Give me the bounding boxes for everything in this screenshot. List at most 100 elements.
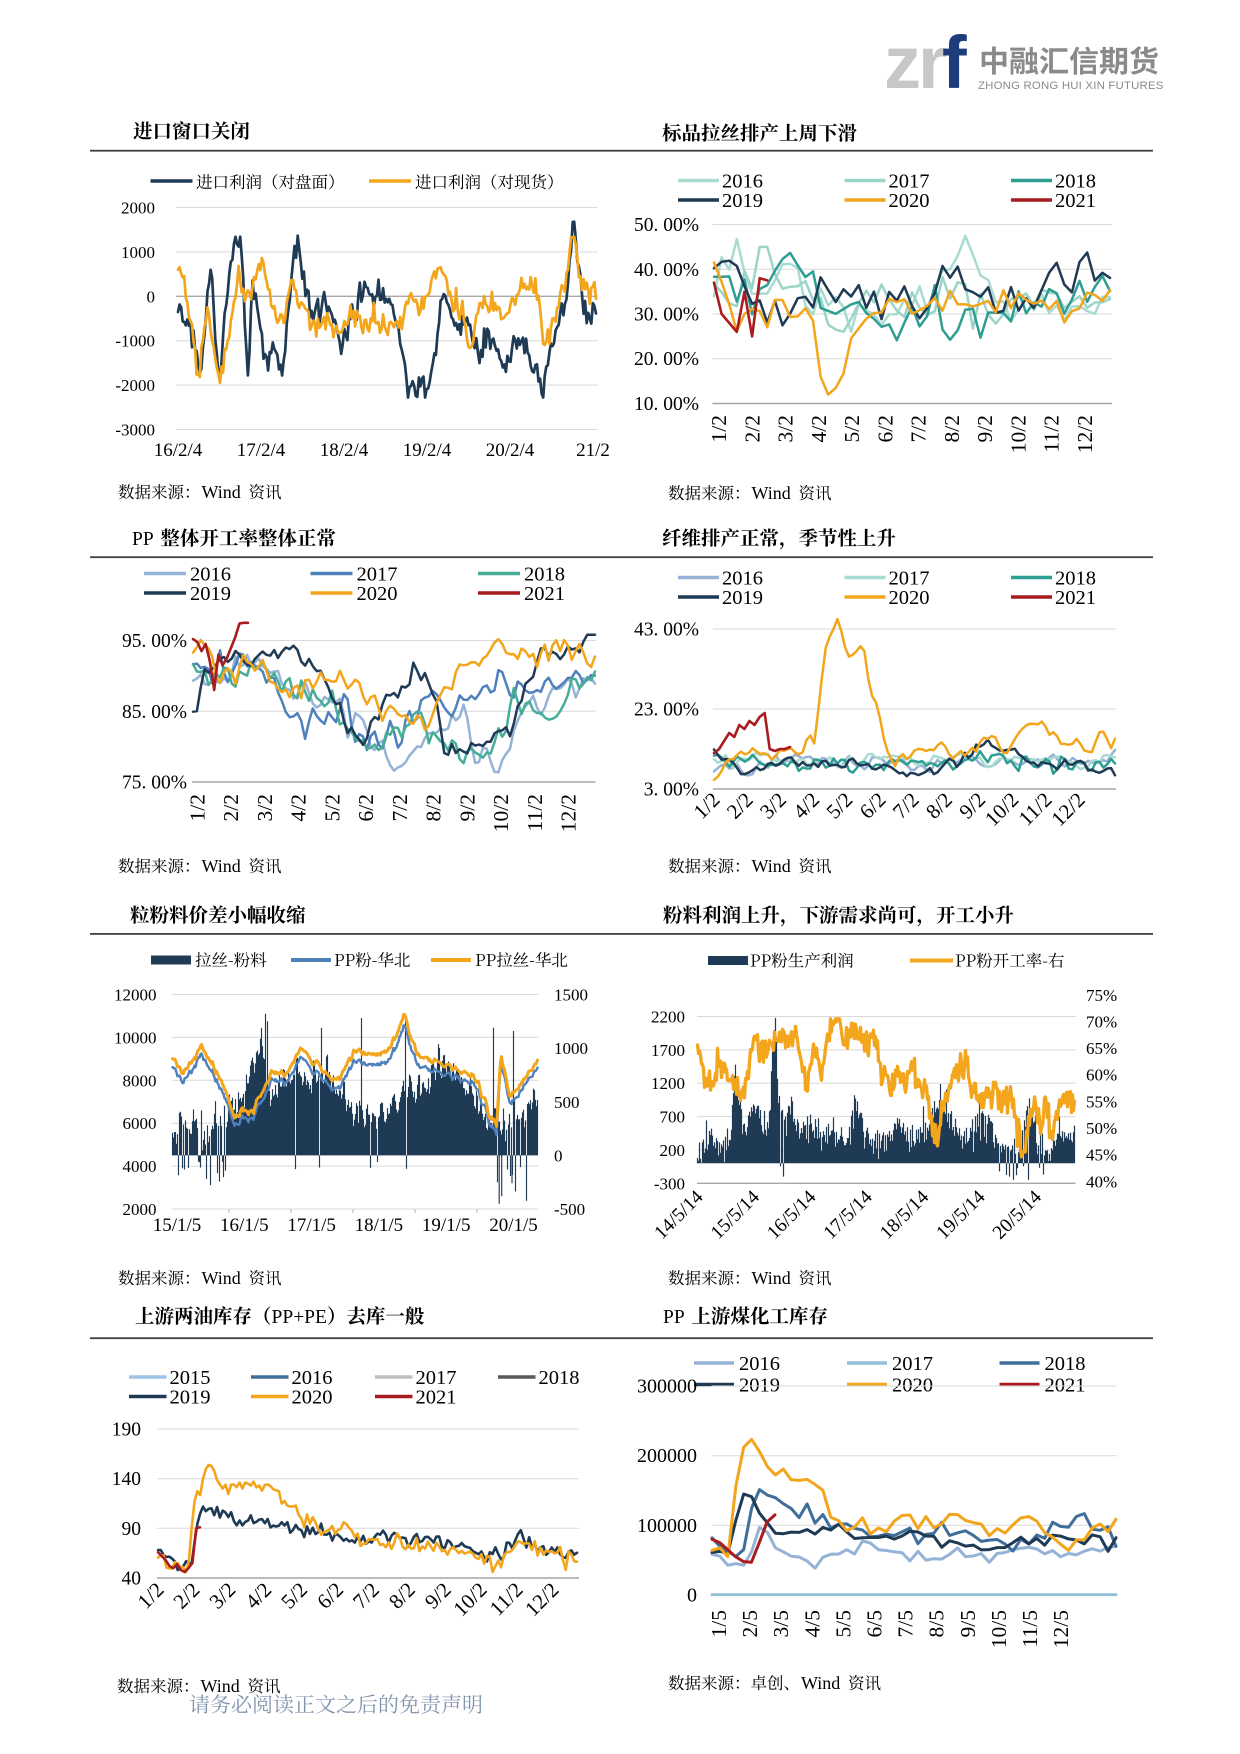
svg-text:2016: 2016 [739, 1353, 780, 1375]
svg-text:5/2: 5/2 [840, 415, 864, 442]
svg-text:2017: 2017 [889, 171, 930, 193]
svg-text:-500: -500 [554, 1200, 585, 1219]
svg-text:3/5: 3/5 [769, 1610, 793, 1637]
svg-text:85. 00%: 85. 00% [122, 702, 187, 723]
svg-text:2018: 2018 [524, 564, 565, 586]
svg-text:2021: 2021 [1055, 190, 1096, 212]
svg-text:200: 200 [660, 1141, 686, 1160]
svg-text:15/1/5: 15/1/5 [153, 1215, 202, 1236]
svg-text:3/2: 3/2 [253, 794, 277, 821]
svg-text:9/2: 9/2 [455, 794, 479, 821]
svg-text:12/2: 12/2 [1073, 415, 1097, 453]
svg-text:10000: 10000 [114, 1028, 157, 1047]
svg-text:2/2: 2/2 [740, 415, 764, 442]
svg-text:8000: 8000 [123, 1071, 157, 1090]
svg-text:Wind: Wind [752, 483, 791, 503]
svg-text:1200: 1200 [651, 1074, 685, 1093]
svg-text:1500: 1500 [554, 986, 588, 1005]
svg-text:2018: 2018 [1055, 568, 1096, 590]
svg-text:1000: 1000 [554, 1039, 588, 1058]
svg-text:5/2: 5/2 [321, 794, 345, 821]
svg-text:40: 40 [122, 1569, 142, 1590]
svg-text:7/2: 7/2 [388, 794, 412, 821]
svg-text:PP: PP [132, 529, 154, 550]
svg-text:2018: 2018 [539, 1367, 580, 1389]
svg-text:20. 00%: 20. 00% [634, 349, 699, 370]
svg-text:2018: 2018 [1045, 1353, 1086, 1375]
svg-text:12/2: 12/2 [557, 794, 581, 832]
svg-text:200000: 200000 [637, 1445, 697, 1467]
svg-text:19/1/5: 19/1/5 [422, 1215, 471, 1236]
svg-text:6000: 6000 [123, 1114, 157, 1133]
svg-text:95. 00%: 95. 00% [122, 631, 187, 652]
svg-text:8/5: 8/5 [925, 1610, 949, 1637]
svg-text:40. 00%: 40. 00% [634, 260, 699, 281]
svg-text:17/1/5: 17/1/5 [287, 1215, 336, 1236]
svg-text:4000: 4000 [123, 1157, 157, 1176]
svg-text:2017: 2017 [889, 568, 930, 590]
svg-text:1/5: 1/5 [707, 1610, 731, 1637]
svg-text:2/5: 2/5 [738, 1610, 762, 1637]
svg-text:6/5: 6/5 [863, 1610, 887, 1637]
svg-text:2200: 2200 [651, 1008, 685, 1027]
svg-text:7/5: 7/5 [894, 1610, 918, 1637]
svg-text:40%: 40% [1086, 1172, 1117, 1191]
svg-text:75. 00%: 75. 00% [122, 773, 187, 794]
svg-text:75%: 75% [1086, 986, 1117, 1005]
svg-text:16/2/4: 16/2/4 [154, 440, 203, 461]
svg-text:2016: 2016 [722, 171, 763, 193]
svg-text:190: 190 [112, 1420, 141, 1441]
svg-text:ZHONG RONG HUI XIN FUTURES: ZHONG RONG HUI XIN FUTURES [978, 80, 1164, 92]
svg-text:16/1/5: 16/1/5 [220, 1215, 269, 1236]
svg-text:10. 00%: 10. 00% [634, 394, 699, 415]
svg-text:2016: 2016 [722, 568, 763, 590]
svg-text:4/2: 4/2 [287, 794, 311, 821]
svg-text:2019: 2019 [170, 1387, 211, 1409]
svg-text:6/2: 6/2 [873, 415, 897, 442]
svg-text:0: 0 [554, 1146, 563, 1165]
svg-text:-2000: -2000 [115, 376, 155, 395]
svg-text:18/1/5: 18/1/5 [355, 1215, 404, 1236]
svg-text:11/2: 11/2 [1040, 415, 1064, 452]
svg-text:2000: 2000 [121, 199, 155, 218]
svg-text:-300: -300 [654, 1174, 685, 1193]
svg-text:2018: 2018 [1055, 171, 1096, 193]
svg-text:10/5: 10/5 [987, 1610, 1011, 1648]
svg-text:3. 00%: 3. 00% [644, 780, 699, 801]
svg-text:zr: zr [884, 21, 946, 104]
svg-text:10/2: 10/2 [1006, 415, 1030, 453]
svg-text:12/5: 12/5 [1049, 1610, 1073, 1648]
svg-text:-1000: -1000 [115, 332, 155, 351]
svg-text:Wind: Wind [752, 856, 791, 876]
svg-text:1/2: 1/2 [186, 794, 210, 821]
svg-text:1700: 1700 [651, 1041, 685, 1060]
svg-text:1/2: 1/2 [707, 415, 731, 442]
svg-text:60%: 60% [1086, 1066, 1117, 1085]
svg-text:21/2: 21/2 [576, 440, 610, 461]
svg-text:Wind: Wind [202, 482, 241, 502]
svg-text:4/5: 4/5 [800, 1610, 824, 1637]
svg-text:Wind: Wind [202, 1268, 241, 1288]
svg-text:20/1/5: 20/1/5 [489, 1215, 538, 1236]
svg-text:2016: 2016 [190, 564, 231, 586]
svg-text:100000: 100000 [637, 1515, 697, 1537]
svg-text:20/2/4: 20/2/4 [486, 440, 535, 461]
svg-text:90: 90 [122, 1519, 142, 1540]
svg-text:2017: 2017 [416, 1367, 457, 1389]
svg-text:9/5: 9/5 [956, 1610, 980, 1637]
svg-text:9/2: 9/2 [973, 415, 997, 442]
svg-text:700: 700 [660, 1108, 686, 1127]
svg-text:50. 00%: 50. 00% [634, 215, 699, 236]
svg-text:0: 0 [687, 1585, 697, 1607]
svg-text:0: 0 [147, 287, 156, 306]
svg-text:2020: 2020 [889, 587, 930, 609]
svg-text:2017: 2017 [357, 564, 398, 586]
svg-text:500: 500 [554, 1093, 580, 1112]
svg-text:18/2/4: 18/2/4 [320, 440, 369, 461]
svg-text:2019: 2019 [190, 583, 231, 605]
svg-text:Wind: Wind [201, 1676, 240, 1696]
svg-text:2020: 2020 [889, 190, 930, 212]
svg-text:43. 00%: 43. 00% [634, 620, 699, 641]
svg-text:45%: 45% [1086, 1146, 1117, 1165]
svg-text:11/2: 11/2 [523, 794, 547, 831]
